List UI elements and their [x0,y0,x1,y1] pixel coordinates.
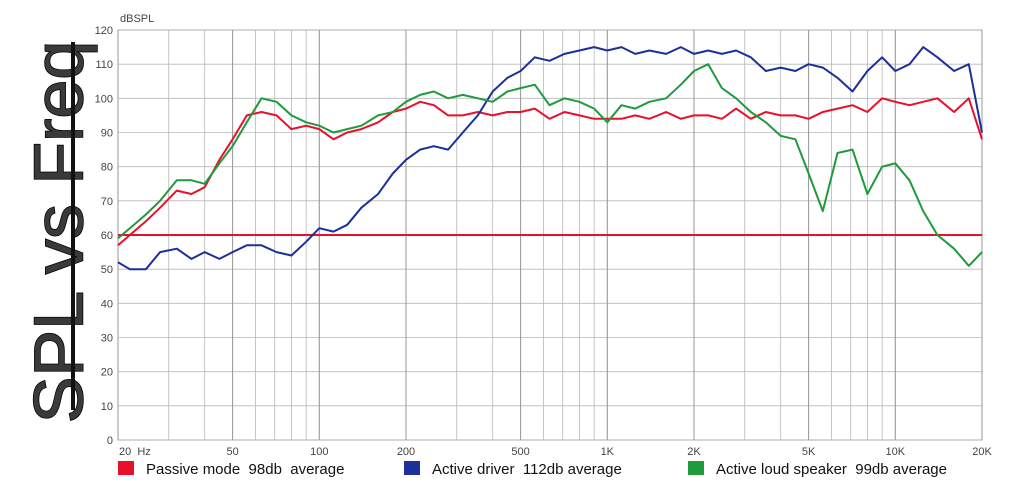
legend-swatch [118,461,134,475]
x-tick-label: 1K [601,446,615,458]
series-line [117,46,983,271]
x-tick-label: 100 [310,446,328,458]
y-tick-label: 120 [95,25,113,37]
y-tick-label: 70 [101,196,113,208]
x-tick-label: 20 Hz [119,446,151,458]
y-tick-label: 30 [101,333,113,345]
legend-swatch [688,461,704,475]
y-tick-label: 80 [101,162,113,174]
series-line [117,97,983,247]
y-tick-label: 10 [101,401,113,413]
y-tick-label: 100 [95,93,113,105]
y-tick-label: 20 [101,367,113,379]
y-tick-label: 0 [107,435,113,447]
x-tick-label: 2K [687,446,701,458]
x-tick-label: 50 [226,446,238,458]
legend-label: Active driver 112db average [432,461,622,478]
y-tick-label: 90 [101,128,113,140]
x-tick-label: 200 [397,446,415,458]
legend-swatch [404,461,420,475]
x-tick-label: 20K [972,446,992,458]
y-tick-label: 60 [101,230,113,242]
series-line [117,63,983,267]
chart-title: SPL vs Freq [19,41,97,424]
y-axis-label: dBSPL [120,13,154,25]
y-tick-label: 50 [101,264,113,276]
y-tick-label: 110 [95,59,113,71]
legend-label: Passive mode 98db average [146,461,344,478]
x-tick-label: 5K [802,446,816,458]
y-tick-label: 40 [101,298,113,310]
x-tick-label: 10K [886,446,906,458]
x-tick-label: 500 [511,446,529,458]
legend-label: Active loud speaker 99db average [716,461,947,478]
